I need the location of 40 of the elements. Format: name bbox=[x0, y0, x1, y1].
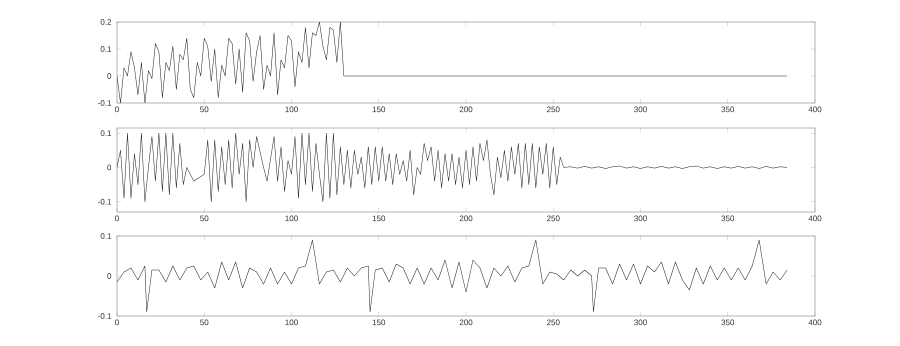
x-tick-label: 300 bbox=[634, 216, 647, 222]
y-tick-label: 0.1 bbox=[100, 233, 112, 239]
y-tick-label: 0 bbox=[107, 164, 112, 170]
x-tick-label: 50 bbox=[200, 320, 208, 326]
x-tick-label: 0 bbox=[115, 320, 119, 326]
line-series bbox=[117, 240, 788, 312]
x-tick-label: 0 bbox=[115, 106, 119, 112]
x-tick-label: 50 bbox=[200, 106, 208, 112]
x-tick-label: 400 bbox=[808, 106, 822, 112]
x-tick-label: 350 bbox=[721, 106, 734, 112]
y-tick-label: -0.1 bbox=[98, 198, 112, 205]
x-tick-label: 150 bbox=[372, 106, 386, 112]
x-tick-label: 150 bbox=[372, 216, 386, 222]
x-tick-label: 250 bbox=[546, 320, 560, 326]
y-tick-label: 0 bbox=[107, 73, 112, 79]
y-tick-label: -0.1 bbox=[98, 313, 112, 319]
y-tick-label: -0.1 bbox=[98, 100, 112, 106]
line-series bbox=[117, 22, 788, 103]
x-tick-label: 150 bbox=[372, 320, 386, 326]
x-tick-label: 250 bbox=[546, 106, 560, 112]
y-tick-label: 0.2 bbox=[100, 19, 112, 25]
x-tick-label: 100 bbox=[285, 106, 298, 112]
y-tick-label: 0.1 bbox=[100, 130, 112, 136]
x-tick-label: 200 bbox=[460, 106, 472, 112]
x-tick-label: 200 bbox=[460, 320, 472, 326]
x-tick-label: 400 bbox=[808, 216, 822, 222]
line-series bbox=[117, 132, 788, 202]
x-tick-label: 200 bbox=[460, 216, 472, 222]
x-tick-label: 100 bbox=[285, 216, 298, 222]
x-tick-label: 300 bbox=[634, 320, 647, 326]
x-tick-label: 100 bbox=[285, 320, 298, 326]
y-tick-label: 0 bbox=[107, 273, 112, 279]
x-tick-label: 350 bbox=[721, 320, 734, 326]
x-tick-label: 250 bbox=[546, 216, 560, 222]
x-tick-label: 350 bbox=[721, 216, 734, 222]
x-tick-label: 300 bbox=[634, 106, 647, 112]
x-tick-label: 0 bbox=[115, 216, 119, 222]
x-tick-label: 400 bbox=[808, 320, 822, 326]
y-tick-label: 0.1 bbox=[100, 46, 112, 52]
x-tick-label: 50 bbox=[200, 216, 208, 222]
